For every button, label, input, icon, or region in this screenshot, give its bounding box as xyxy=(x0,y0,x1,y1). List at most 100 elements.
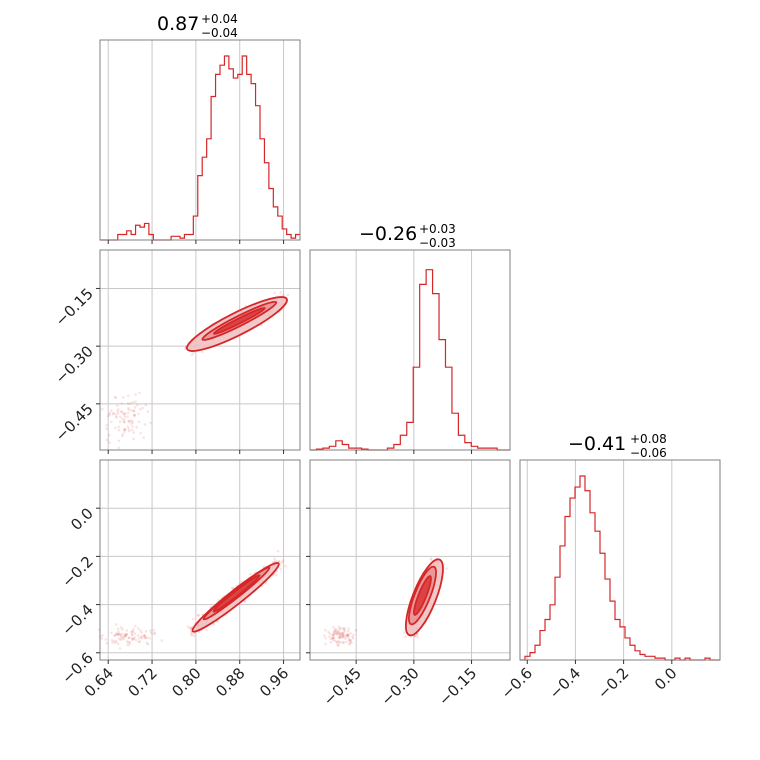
sample-point xyxy=(335,630,339,634)
sample-point xyxy=(115,415,118,418)
sample-point xyxy=(100,407,104,411)
panel-frame xyxy=(309,459,511,661)
sample-point xyxy=(404,635,407,639)
sample-point xyxy=(413,635,417,638)
sample-point xyxy=(136,627,140,630)
sample-point xyxy=(131,421,135,424)
sample-point xyxy=(127,636,131,640)
sample-point xyxy=(117,408,120,411)
sample-point xyxy=(190,633,193,637)
sample-point xyxy=(416,636,419,639)
sample-point xyxy=(144,403,148,407)
sample-point xyxy=(133,413,136,417)
sample-point xyxy=(144,636,147,640)
sample-point xyxy=(112,639,116,643)
sample-point xyxy=(114,641,117,645)
sample-point xyxy=(127,419,131,422)
sample-point xyxy=(137,420,141,424)
sample-point xyxy=(115,404,119,407)
sample-point xyxy=(123,428,127,431)
sample-point xyxy=(336,632,340,636)
sample-point xyxy=(337,639,340,643)
title-param-2-plus: +0.03 xyxy=(419,222,456,236)
sample-point xyxy=(230,586,234,590)
sample-point xyxy=(126,425,130,428)
sample-point xyxy=(337,641,341,644)
sample-point xyxy=(132,431,136,434)
sample-point xyxy=(117,633,121,636)
sample-point xyxy=(341,635,344,639)
sample-point xyxy=(132,409,136,413)
sample-point xyxy=(134,638,138,642)
sample-point xyxy=(119,633,123,637)
sample-point xyxy=(116,642,120,646)
sample-point xyxy=(342,628,346,631)
sample-point xyxy=(332,638,335,642)
sample-point xyxy=(124,634,127,638)
sample-point xyxy=(121,417,124,421)
sample-point xyxy=(149,421,152,425)
sample-point xyxy=(146,642,150,646)
sample-point xyxy=(117,446,121,450)
sample-point xyxy=(348,641,352,645)
contour-level-3 xyxy=(413,575,432,616)
histogram-panel-1: 0.87 +0.04 −0.04 xyxy=(157,12,238,40)
x-tick-label: −0.6 xyxy=(498,664,536,702)
panel-frame xyxy=(99,39,301,241)
sample-point xyxy=(347,627,350,630)
y-tick-label: 0.0 xyxy=(67,504,97,534)
sample-point xyxy=(345,634,349,638)
sample-point xyxy=(343,637,347,640)
sample-point xyxy=(123,428,126,432)
sample-point xyxy=(264,582,268,585)
sample-point xyxy=(123,632,126,636)
sample-point xyxy=(105,438,109,442)
sample-point xyxy=(121,635,125,639)
y-tick-label: −0.30 xyxy=(52,342,97,387)
sample-point xyxy=(341,633,345,637)
sample-point xyxy=(279,291,283,294)
sample-point xyxy=(273,291,277,295)
sample-point xyxy=(120,632,124,636)
sample-point xyxy=(280,561,283,565)
histogram-panel-3: −0.41 +0.08 −0.06 xyxy=(568,432,667,460)
sample-point xyxy=(126,394,130,398)
sample-point xyxy=(354,628,358,632)
sample-point xyxy=(341,634,345,638)
x-tick-label: 0.72 xyxy=(125,664,161,700)
sample-point xyxy=(113,633,117,637)
panel-frame xyxy=(99,459,301,661)
sample-point xyxy=(334,628,338,631)
sample-point xyxy=(286,293,290,297)
sample-point xyxy=(123,428,126,431)
sample-point xyxy=(104,638,108,641)
sample-point xyxy=(143,633,147,637)
x-tick-label: 0.88 xyxy=(212,664,248,700)
sample-point xyxy=(332,626,335,629)
sample-point xyxy=(126,415,129,418)
histogram-param-1 xyxy=(99,39,301,241)
sample-point xyxy=(342,641,345,645)
sample-point xyxy=(201,350,204,354)
sample-point xyxy=(332,631,336,635)
sample-point xyxy=(324,642,327,646)
sample-point xyxy=(141,636,144,639)
sample-point xyxy=(123,420,126,424)
sample-point xyxy=(186,625,190,628)
sample-point xyxy=(190,632,194,635)
sample-point xyxy=(139,431,142,435)
sample-point xyxy=(347,638,351,642)
sample-point xyxy=(351,635,354,639)
sample-point xyxy=(119,635,123,638)
sample-point xyxy=(117,630,120,633)
sample-point xyxy=(329,637,333,641)
sample-point xyxy=(117,425,121,429)
sample-point xyxy=(341,632,344,635)
sample-point xyxy=(127,429,131,433)
sample-point xyxy=(190,353,194,356)
sample-point xyxy=(127,420,131,424)
sample-point xyxy=(342,640,345,644)
x-axis-param-3: −0.6 −0.4 −0.2 0.0 xyxy=(498,660,681,703)
panel-frame xyxy=(519,459,721,661)
sample-point xyxy=(127,640,130,644)
